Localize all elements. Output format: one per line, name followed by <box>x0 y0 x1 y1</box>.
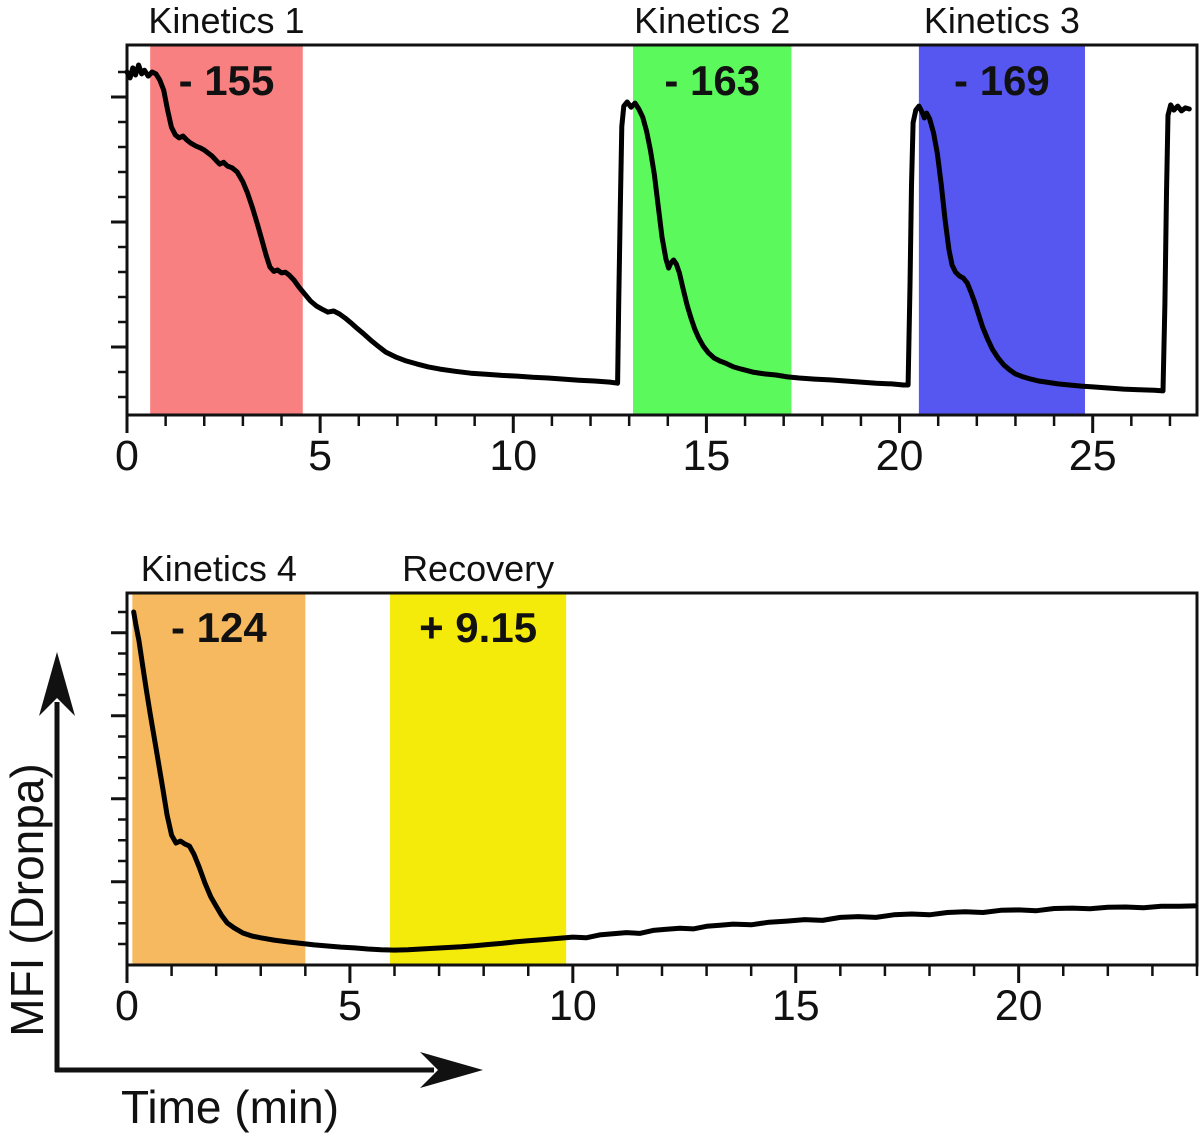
region-rate-label: - 163 <box>664 57 760 104</box>
x-tick-label: 0 <box>115 982 139 1030</box>
region-title: Recovery <box>402 548 554 589</box>
x-axis-arrowhead-icon <box>420 1052 483 1088</box>
x-tick-label: 10 <box>549 982 597 1030</box>
x-tick-label: 15 <box>683 432 731 480</box>
x-tick-label: 25 <box>1069 432 1117 480</box>
region-kinetics-1 <box>150 45 303 415</box>
x-tick-label: 15 <box>772 982 820 1030</box>
x-tick-label: 20 <box>995 982 1043 1030</box>
x-tick-label: 20 <box>876 432 924 480</box>
plot-border-panel-1 <box>125 43 1199 417</box>
x-tick-label: 0 <box>115 432 139 480</box>
y-axis-label: MFI (Dronpa) <box>1 763 53 1037</box>
y-axis-arrowhead-icon <box>39 652 75 716</box>
x-axis-label: Time (min) <box>120 1081 340 1133</box>
mfi-trace <box>131 609 1198 953</box>
x-tick-label: 5 <box>338 982 362 1030</box>
region-recovery <box>390 593 567 965</box>
region-title: Kinetics 3 <box>924 0 1080 41</box>
x-tick-label: 5 <box>308 432 332 480</box>
region-title: Kinetics 4 <box>141 548 297 589</box>
region-title: Kinetics 2 <box>634 0 790 41</box>
region-rate-label: - 169 <box>954 57 1050 104</box>
mfi-trace <box>124 62 1192 394</box>
region-rate-label: - 124 <box>171 604 267 651</box>
x-tick-label: 10 <box>489 432 537 480</box>
region-title: Kinetics 1 <box>148 0 304 41</box>
region-rate-label: + 9.15 <box>419 604 537 651</box>
region-rate-label: - 155 <box>179 57 275 104</box>
